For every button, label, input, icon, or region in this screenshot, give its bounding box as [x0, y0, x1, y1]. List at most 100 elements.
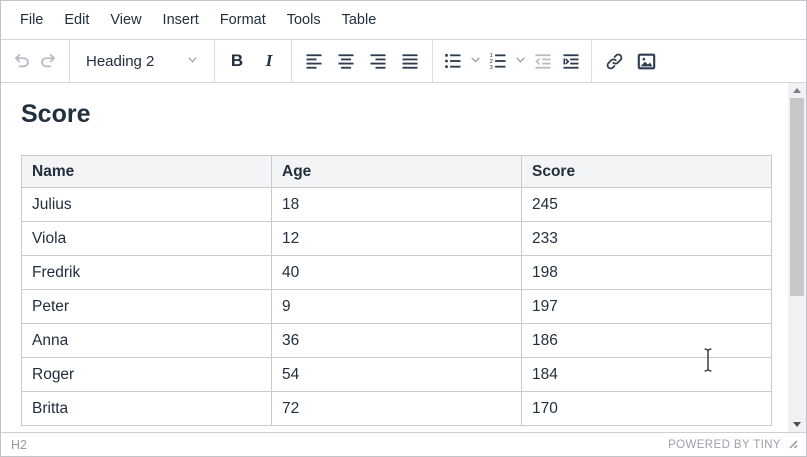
- indent-icon: [561, 51, 581, 71]
- table-cell[interactable]: 186: [521, 323, 772, 358]
- bold-button[interactable]: B: [221, 45, 253, 77]
- chevron-down-icon: [185, 52, 200, 70]
- toolbar-group-align: [292, 40, 433, 82]
- align-center-button[interactable]: [330, 45, 362, 77]
- table-cell[interactable]: 12: [271, 221, 522, 256]
- editor-content-area[interactable]: Score Name Age Score Julius 18 245 Viola 12 233…: [1, 83, 806, 432]
- menu-item-edit[interactable]: Edit: [56, 7, 97, 33]
- content-heading[interactable]: Score: [21, 100, 91, 128]
- outdent-icon: [533, 51, 553, 71]
- table-header-row: Name Age Score: [21, 155, 772, 188]
- align-right-icon: [368, 51, 388, 71]
- align-center-icon: [336, 51, 356, 71]
- table-row: Julius 18 245: [21, 187, 772, 222]
- link-icon: [604, 51, 625, 72]
- toolbar-group-history: [1, 40, 70, 82]
- column-header[interactable]: Name: [21, 155, 272, 188]
- branding-text: POWERED BY TINY: [668, 438, 781, 451]
- align-justify-button[interactable]: [394, 45, 426, 77]
- table-cell[interactable]: 18: [271, 187, 522, 222]
- svg-text:2: 2: [490, 59, 493, 65]
- outdent-button[interactable]: [529, 45, 557, 77]
- align-left-button[interactable]: [298, 45, 330, 77]
- scrollbar-down-button[interactable]: [788, 417, 806, 432]
- bullet-list-dropdown-button[interactable]: [467, 45, 484, 77]
- bold-icon: B: [230, 51, 244, 70]
- menu-item-file[interactable]: File: [12, 7, 51, 33]
- format-select-value: Heading 2: [86, 52, 155, 70]
- numbered-list-dropdown-button[interactable]: [512, 45, 529, 77]
- table-cell[interactable]: 198: [521, 255, 772, 290]
- column-header[interactable]: Score: [521, 155, 772, 188]
- table-cell[interactable]: Peter: [21, 289, 272, 324]
- svg-text:1: 1: [490, 53, 493, 59]
- indent-button[interactable]: [557, 45, 585, 77]
- table-cell[interactable]: 170: [521, 391, 772, 426]
- svg-text:3: 3: [490, 65, 493, 71]
- table-cell[interactable]: Julius: [21, 187, 272, 222]
- table-cell[interactable]: 40: [271, 255, 522, 290]
- align-right-button[interactable]: [362, 45, 394, 77]
- menubar: File Edit View Insert Format Tools Table: [1, 1, 806, 40]
- table-cell[interactable]: Britta: [21, 391, 272, 426]
- scrollbar-thumb[interactable]: [790, 98, 804, 296]
- menu-item-insert[interactable]: Insert: [155, 7, 207, 33]
- scroll-down-arrow-icon: [793, 422, 801, 427]
- bullet-list-icon: [443, 51, 463, 71]
- element-path[interactable]: H2: [11, 437, 27, 452]
- table-cell[interactable]: 197: [521, 289, 772, 324]
- table-cell[interactable]: 245: [521, 187, 772, 222]
- table-cell[interactable]: 72: [271, 391, 522, 426]
- menu-item-table[interactable]: Table: [334, 7, 385, 33]
- table-row: Roger 54 184: [21, 357, 772, 392]
- table-row: Anna 36 186: [21, 323, 772, 358]
- scroll-up-arrow-icon: [793, 88, 801, 93]
- redo-button[interactable]: [35, 45, 63, 77]
- table-cell[interactable]: Viola: [21, 221, 272, 256]
- chevron-down-icon: [514, 53, 527, 69]
- table-row: Viola 12 233: [21, 221, 772, 256]
- column-header[interactable]: Age: [271, 155, 522, 188]
- numbered-list-button[interactable]: 1 2 3: [484, 45, 512, 77]
- redo-icon: [38, 50, 60, 72]
- link-button[interactable]: [598, 45, 630, 77]
- table-row: Peter 9 197: [21, 289, 772, 324]
- toolbar-group-format: Heading 2: [70, 40, 215, 82]
- table-cell[interactable]: Roger: [21, 357, 272, 392]
- italic-button[interactable]: I: [253, 45, 285, 77]
- italic-icon: I: [265, 51, 273, 70]
- menu-item-format[interactable]: Format: [212, 7, 274, 33]
- table-cell[interactable]: 36: [271, 323, 522, 358]
- bullet-list-button[interactable]: [439, 45, 467, 77]
- branding[interactable]: POWERED BY TINY: [668, 436, 798, 454]
- table-cell[interactable]: 184: [521, 357, 772, 392]
- image-button[interactable]: [630, 45, 662, 77]
- toolbar: Heading 2 B I: [1, 40, 806, 83]
- numbered-list-icon: 1 2 3: [488, 51, 508, 71]
- table-cell[interactable]: 233: [521, 221, 772, 256]
- undo-button[interactable]: [7, 45, 35, 77]
- table-cell[interactable]: 9: [271, 289, 522, 324]
- chevron-down-icon: [469, 53, 482, 69]
- undo-icon: [10, 50, 32, 72]
- menu-item-view[interactable]: View: [102, 7, 149, 33]
- format-select[interactable]: Heading 2: [76, 45, 208, 77]
- image-icon: [636, 51, 657, 72]
- statusbar: H2 POWERED BY TINY: [1, 432, 806, 456]
- table-cell[interactable]: 54: [271, 357, 522, 392]
- toolbar-group-insert: [592, 40, 668, 82]
- align-justify-icon: [400, 51, 420, 71]
- toolbar-group-lists: 1 2 3: [433, 40, 592, 82]
- menu-item-tools[interactable]: Tools: [279, 7, 329, 33]
- table-cell[interactable]: Anna: [21, 323, 272, 358]
- score-table: Name Age Score Julius 18 245 Viola 12 233 Fredri…: [21, 155, 772, 426]
- score-table-body: Julius 18 245 Viola 12 233 Fredrik 40 198 Peter 9 1…: [21, 187, 772, 426]
- scrollbar-up-button[interactable]: [788, 83, 806, 98]
- resize-handle-icon[interactable]: [786, 436, 798, 454]
- align-left-icon: [304, 51, 324, 71]
- vertical-scrollbar[interactable]: [788, 83, 806, 432]
- table-cell[interactable]: Fredrik: [21, 255, 272, 290]
- table-row: Fredrik 40 198: [21, 255, 772, 290]
- toolbar-group-textstyle: B I: [215, 40, 292, 82]
